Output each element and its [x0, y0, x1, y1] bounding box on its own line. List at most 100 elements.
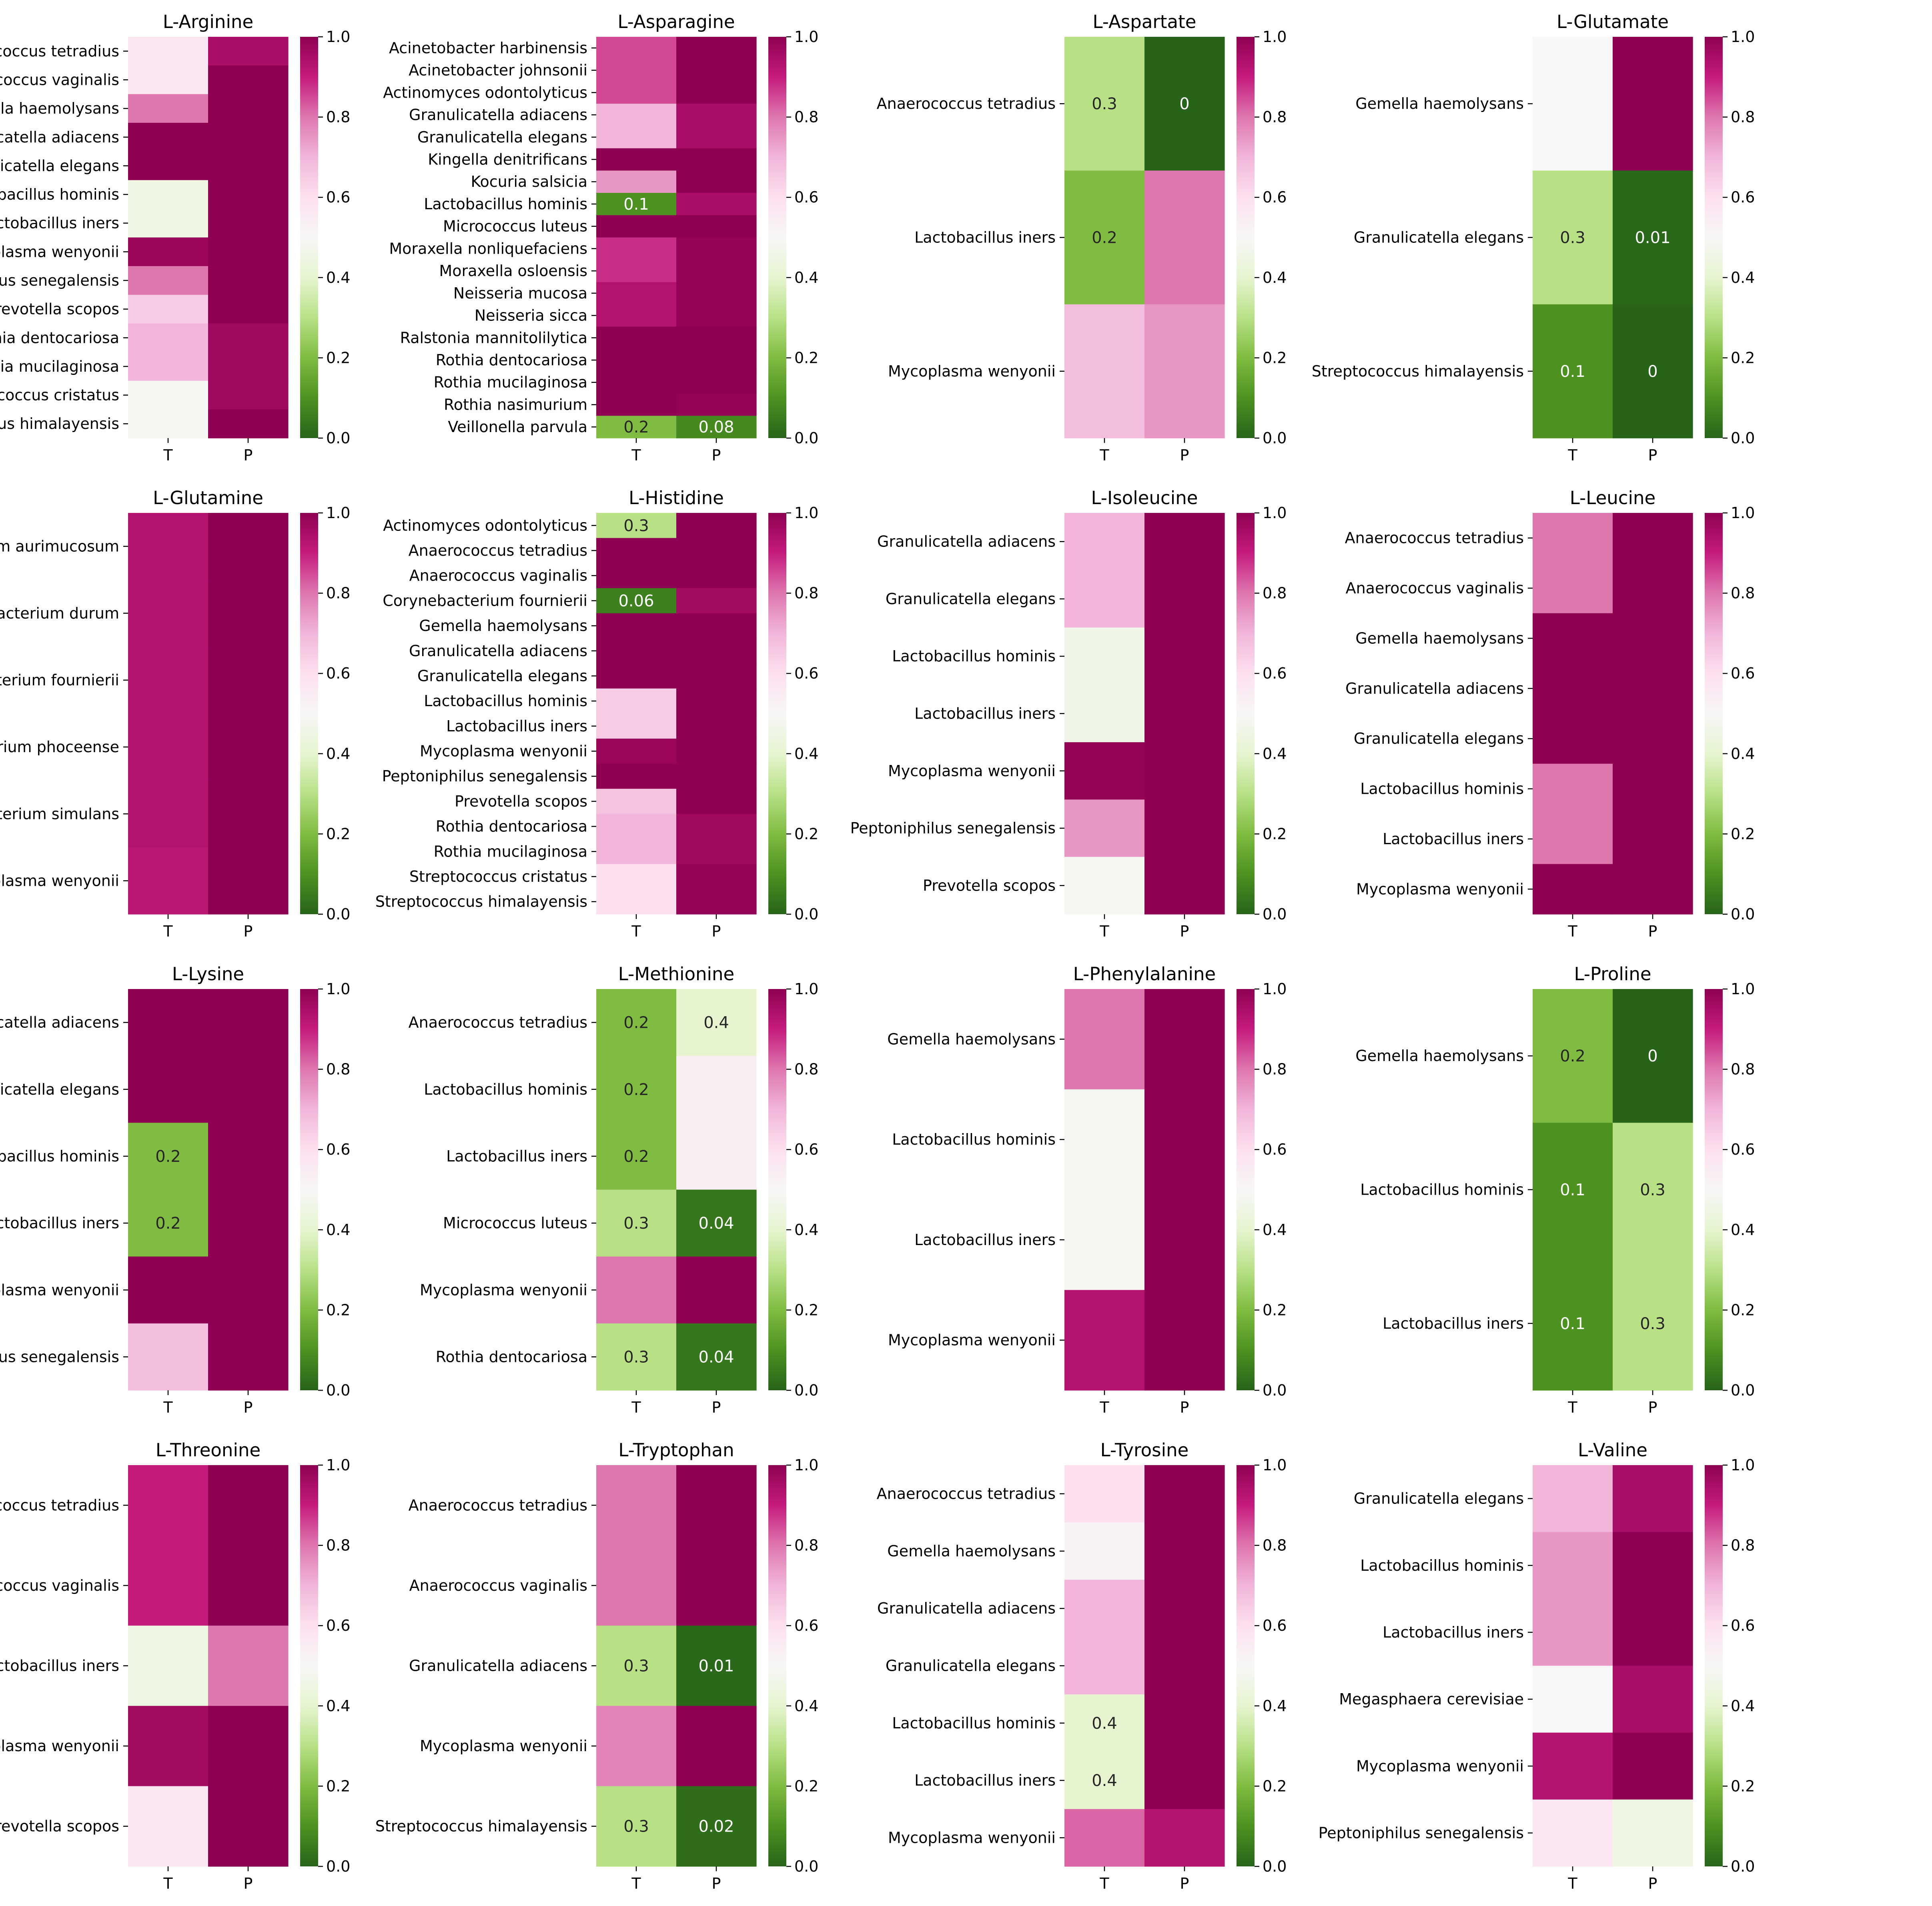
panel-title: L-Histidine [629, 487, 724, 509]
row-label: Peptoniphilus senegalensis [0, 272, 119, 289]
row-label: Mycoplasma wenyonii [888, 1829, 1056, 1846]
heatmap-cell [1064, 1580, 1145, 1638]
colorbar-tick-label: 1.0 [326, 28, 350, 46]
heatmap-cell [1064, 799, 1145, 857]
heatmap-cell [1144, 1089, 1225, 1190]
row-label: Streptococcus cristatus [409, 868, 587, 885]
row-label: Anaerococcus vaginalis [409, 1577, 587, 1594]
colorbar-tick-label: 0.8 [326, 1537, 350, 1554]
colorbar-tick-label: 0.4 [326, 745, 350, 763]
colorbar-tick-label: 0.0 [326, 1381, 350, 1399]
heatmap-cell [1613, 37, 1693, 171]
row-label: Lactobacillus iners [0, 1214, 119, 1232]
colorbar-tick-label: 0.0 [326, 429, 350, 447]
colorbar-tick-label: 0.0 [1263, 1858, 1287, 1875]
heatmap-cell [128, 1323, 208, 1391]
heatmap-cell [208, 847, 289, 915]
heatmap-cell [128, 989, 208, 1056]
row-label: Mycoplasma wenyonii [888, 762, 1056, 780]
row-label: Rothia mucilaginosa [0, 358, 119, 375]
heatmap-cell [596, 588, 677, 614]
heatmap-cell [208, 989, 289, 1056]
heatmap-cell [1533, 1465, 1613, 1532]
colorbar-tick-label: 0.0 [1263, 905, 1287, 923]
colorbar [1705, 513, 1723, 914]
heatmap-cell [676, 513, 757, 539]
heatmap-cell [1533, 1732, 1613, 1800]
heatmap-cell [1533, 1799, 1613, 1867]
heatmap-cell [1613, 864, 1693, 915]
heatmap-cell [596, 260, 677, 282]
row-label: Lactobacillus iners [1383, 1624, 1524, 1641]
heatmap-cell [1613, 989, 1693, 1123]
colorbar-tick-label: 0.0 [1731, 429, 1755, 447]
colorbar-tick-label: 0.4 [1263, 1221, 1287, 1239]
heatmap-cell [596, 1465, 677, 1546]
column-label: P [712, 923, 721, 940]
panel-title: L-Lysine [172, 963, 244, 985]
heatmap-cell [208, 1626, 289, 1706]
colorbar-tick-label: 0.2 [1263, 1301, 1287, 1319]
heatmap-cell [676, 260, 757, 282]
heatmap-cell [676, 148, 757, 171]
heatmap-cell [1613, 613, 1693, 664]
heatmap-cell [1064, 1522, 1145, 1580]
heatmap-cell [128, 37, 208, 66]
heatmap-cell [1064, 1465, 1145, 1523]
colorbar [1237, 37, 1255, 438]
row-label: Mycoplasma wenyonii [0, 1281, 119, 1299]
row-label: Peptoniphilus senegalensis [850, 819, 1056, 837]
heatmap-cell [1144, 1290, 1225, 1391]
heatmap-cell [1064, 989, 1145, 1090]
heatmap-cell [596, 864, 677, 889]
cell-annotation: 0.3 [623, 1818, 649, 1836]
heatmap-cell [208, 409, 289, 438]
heatmap-cell [1064, 1637, 1145, 1695]
colorbar-tick-label: 0.6 [1731, 188, 1755, 206]
heatmap-cell [1144, 857, 1225, 915]
heatmap-cell [596, 326, 677, 349]
heatmap-panel: L-Glutamine Corynebacterium aurimucosum Co… [0, 487, 350, 940]
row-label: Rothia mucilaginosa [434, 843, 587, 860]
row-label: Lactobacillus hominis [1360, 780, 1524, 798]
heatmap-cell [208, 208, 289, 238]
column-label: T [1567, 1875, 1577, 1892]
heatmap-cell [1613, 1123, 1693, 1257]
colorbar-tick-label: 0.0 [1731, 1381, 1755, 1399]
heatmap-cell [128, 237, 208, 266]
heatmap-cell [596, 663, 677, 689]
heatmap-cell [1613, 1732, 1693, 1800]
heatmap-cell [1064, 1694, 1145, 1752]
row-label: Corynebacterium fournierii [383, 592, 587, 609]
row-label: Lactobacillus hominis [0, 1147, 119, 1165]
row-label: Gemella haemolysans [1355, 95, 1524, 112]
heatmap-cell [1613, 1532, 1693, 1599]
row-label: Rothia dentocariosa [0, 329, 119, 346]
row-label: Anaerococcus vaginalis [1346, 579, 1524, 597]
colorbar-tick-label: 0.2 [1263, 1777, 1287, 1795]
row-label: Acinetobacter johnsonii [409, 62, 587, 79]
colorbar-tick-label: 0.2 [1263, 349, 1287, 366]
column-label: P [244, 1875, 253, 1892]
row-label: Lactobacillus iners [914, 1231, 1056, 1249]
column-label: T [631, 923, 641, 940]
cell-annotation: 0 [1647, 1047, 1657, 1065]
cell-annotation: 0.3 [623, 1348, 649, 1366]
column-label: P [1180, 446, 1189, 464]
heatmap-cell [1613, 304, 1693, 438]
row-label: Mycoplasma wenyonii [0, 1737, 119, 1755]
row-label: Granulicatella elegans [1354, 229, 1524, 246]
colorbar-tick-label: 0.8 [1263, 585, 1287, 602]
column-label: P [244, 446, 253, 464]
heatmap-cell [1533, 513, 1613, 563]
colorbar-tick-label: 0.2 [794, 1301, 818, 1319]
column-label: T [163, 1875, 173, 1892]
heatmap-cell [208, 122, 289, 152]
row-label: Anaerococcus tetradius [409, 1014, 587, 1031]
row-label: Lactobacillus iners [914, 229, 1056, 246]
heatmap-cell [128, 1626, 208, 1706]
colorbar-tick-label: 0.8 [794, 1061, 818, 1078]
heatmap-cell [596, 170, 677, 193]
heatmap-cell [1613, 663, 1693, 714]
row-label: Peptoniphilus senegalensis [0, 1348, 119, 1365]
